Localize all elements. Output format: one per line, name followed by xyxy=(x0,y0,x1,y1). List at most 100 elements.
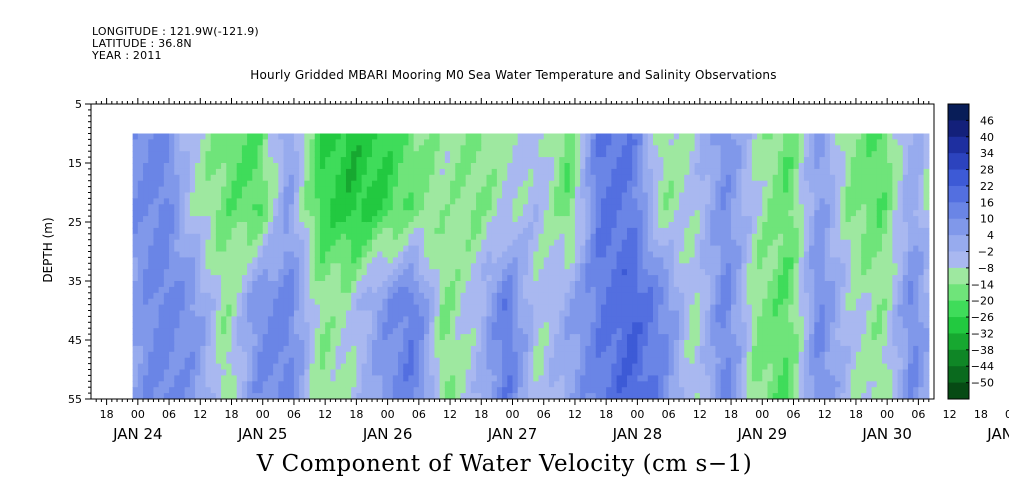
heatmap-cell xyxy=(325,363,331,371)
heatmap-cell xyxy=(533,281,540,288)
heatmap-cell xyxy=(267,151,274,158)
heatmap-cell xyxy=(543,145,550,152)
heatmap-cell xyxy=(143,292,149,300)
heatmap-cell xyxy=(590,174,597,182)
heatmap-cell xyxy=(663,145,670,152)
heatmap-cell xyxy=(356,227,363,235)
heatmap-cell xyxy=(705,251,711,258)
heatmap-cell xyxy=(611,222,618,229)
heatmap-cell xyxy=(626,310,633,317)
heatmap-cell xyxy=(257,281,264,288)
heatmap-cell xyxy=(366,227,373,235)
heatmap-cell xyxy=(538,227,545,235)
heatmap-cell xyxy=(548,351,555,359)
heatmap-cell xyxy=(502,269,508,276)
heatmap-cell xyxy=(626,186,633,194)
heatmap-cell xyxy=(189,334,196,341)
heatmap-cell xyxy=(418,133,425,140)
heatmap-cell xyxy=(143,239,149,247)
heatmap-cell xyxy=(444,133,451,140)
heatmap-cell xyxy=(241,357,248,365)
heatmap-cell xyxy=(450,292,456,300)
heatmap-cell xyxy=(538,180,545,188)
heatmap-cell xyxy=(351,298,357,306)
heatmap-cell xyxy=(450,340,456,347)
heatmap-cell xyxy=(169,316,175,323)
heatmap-cell xyxy=(408,281,415,288)
heatmap-cell xyxy=(200,163,207,170)
heatmap-cell xyxy=(241,369,248,376)
heatmap-cell xyxy=(455,304,462,312)
heatmap-cell xyxy=(195,145,201,152)
heatmap-cell xyxy=(569,275,576,282)
heatmap-cell xyxy=(554,304,560,312)
heatmap-cell xyxy=(278,222,285,229)
heatmap-cell xyxy=(429,322,436,329)
heatmap-cell xyxy=(679,257,685,264)
heatmap-cell xyxy=(444,340,451,347)
heatmap-cell xyxy=(184,157,191,164)
heatmap-cell xyxy=(424,345,430,353)
heatmap-cell xyxy=(574,245,581,253)
heatmap-cell xyxy=(580,298,586,306)
heatmap-cell xyxy=(621,322,628,329)
heatmap-cell xyxy=(699,239,706,247)
heatmap-cell xyxy=(606,334,612,341)
heatmap-cell xyxy=(694,210,701,217)
heatmap-cell xyxy=(611,345,618,353)
heatmap-cell xyxy=(559,345,566,353)
heatmap-cell xyxy=(580,304,586,312)
heatmap-cell xyxy=(195,186,201,194)
heatmap-cell xyxy=(169,298,175,306)
heatmap-cell xyxy=(642,198,649,205)
heatmap-cell xyxy=(679,145,685,152)
heatmap-cell xyxy=(653,328,659,335)
heatmap-cell xyxy=(252,393,259,399)
heatmap-cell xyxy=(476,281,482,288)
heatmap-cell xyxy=(262,292,269,300)
heatmap-cell xyxy=(153,275,160,282)
heatmap-cell xyxy=(319,322,326,329)
heatmap-cell xyxy=(335,233,342,241)
heatmap-cell xyxy=(257,227,264,235)
heatmap-cell xyxy=(533,369,540,376)
heatmap-cell xyxy=(314,369,321,376)
heatmap-cell xyxy=(673,304,680,312)
heatmap-cell xyxy=(283,251,290,258)
heatmap-cell xyxy=(403,168,410,176)
heatmap-cell xyxy=(408,310,415,317)
heatmap-cell xyxy=(392,139,399,146)
heatmap-cell xyxy=(574,357,581,365)
heatmap-cell xyxy=(398,157,404,164)
heatmap-cell xyxy=(241,151,248,158)
heatmap-cell xyxy=(215,381,222,388)
heatmap-cell xyxy=(590,251,597,258)
heatmap-cell xyxy=(163,269,170,276)
heatmap-cell xyxy=(231,357,238,365)
heatmap-cell xyxy=(673,251,680,258)
heatmap-cell xyxy=(293,204,300,211)
heatmap-cell xyxy=(600,381,607,388)
heatmap-cell xyxy=(522,263,529,270)
heatmap-cell xyxy=(189,139,196,146)
heatmap-cell xyxy=(606,192,612,199)
heatmap-cell xyxy=(377,257,384,264)
heatmap-cell xyxy=(496,328,503,335)
heatmap-cell xyxy=(163,275,170,282)
heatmap-cell xyxy=(413,151,420,158)
heatmap-cell xyxy=(481,151,488,158)
heatmap-cell xyxy=(450,257,456,264)
heatmap-cell xyxy=(637,174,644,182)
heatmap-cell xyxy=(267,298,274,306)
heatmap-cell xyxy=(606,233,612,241)
heatmap-cell xyxy=(668,375,675,382)
heatmap-cell xyxy=(564,163,571,170)
heatmap-cell xyxy=(319,257,326,264)
heatmap-cell xyxy=(548,245,555,253)
heatmap-cell xyxy=(679,216,685,223)
heatmap-cell xyxy=(512,186,519,194)
heatmap-cell xyxy=(569,322,576,329)
heatmap-cell xyxy=(210,340,217,347)
heatmap-cell xyxy=(569,239,576,247)
heatmap-cell xyxy=(372,357,378,365)
